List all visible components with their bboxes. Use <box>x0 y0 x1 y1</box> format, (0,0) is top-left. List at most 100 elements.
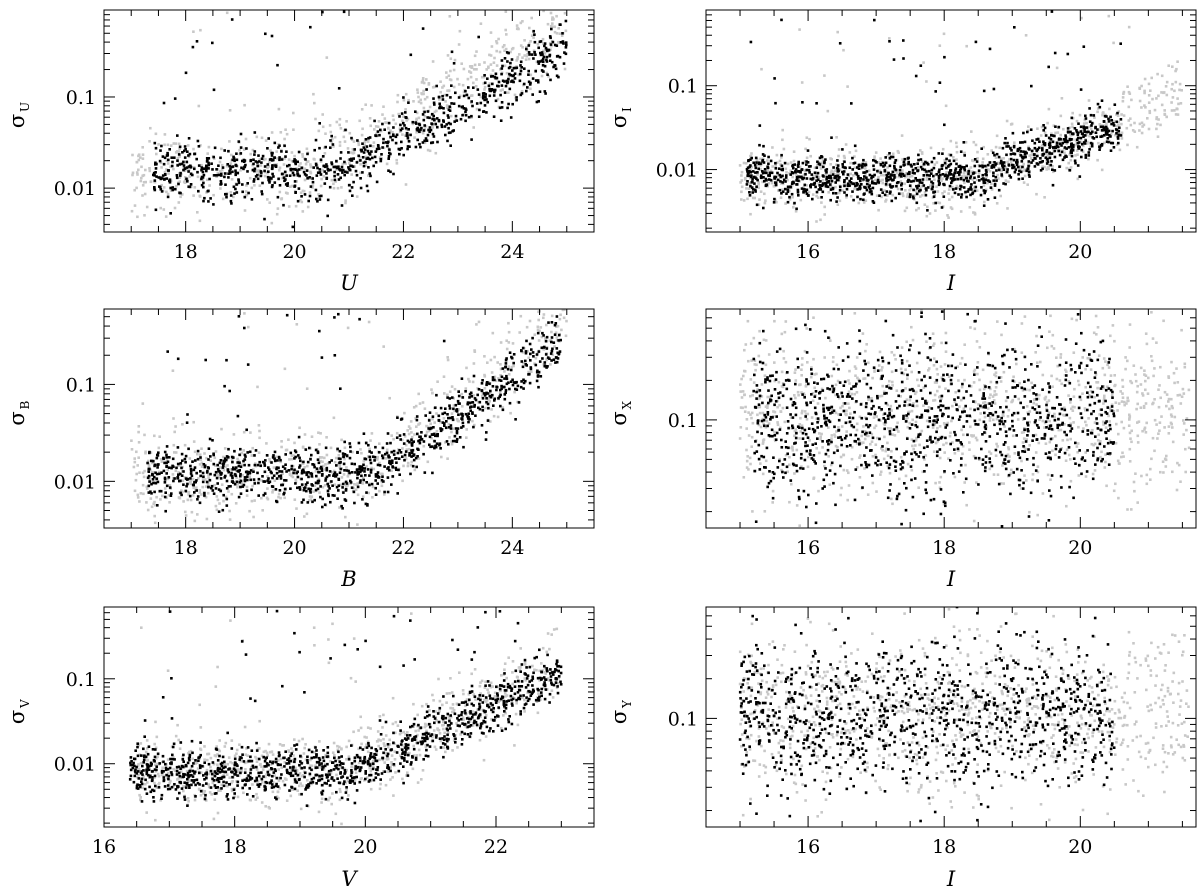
data-point <box>147 459 150 463</box>
data-point <box>764 177 768 181</box>
data-point <box>427 128 430 132</box>
data-point <box>797 160 800 164</box>
data-point <box>461 396 464 399</box>
data-point <box>433 421 436 424</box>
data-point <box>934 90 937 93</box>
data-point <box>365 148 368 152</box>
data-point <box>418 422 422 425</box>
data-point <box>446 114 450 117</box>
data-point <box>535 100 539 104</box>
data-point <box>359 159 362 162</box>
data-point <box>173 97 177 100</box>
data-point <box>137 168 140 172</box>
data-point <box>249 469 253 472</box>
data-point <box>330 161 333 164</box>
data-point <box>1171 65 1174 68</box>
data-point <box>771 146 774 149</box>
data-point <box>232 466 235 469</box>
data-point <box>888 175 892 178</box>
data-point <box>1053 155 1057 159</box>
data-point <box>903 174 906 177</box>
data-point <box>392 172 395 176</box>
data-point <box>397 112 400 116</box>
data-point <box>905 206 909 210</box>
data-point <box>347 183 351 187</box>
data-point <box>272 454 275 457</box>
data-point <box>564 46 568 49</box>
data-point <box>284 155 287 158</box>
data-point <box>344 484 348 487</box>
data-point <box>535 60 539 64</box>
data-point <box>202 167 206 171</box>
data-point <box>187 170 190 173</box>
data-point <box>1120 113 1123 116</box>
data-point <box>1067 146 1071 149</box>
data-point <box>239 146 243 149</box>
data-point <box>746 174 749 178</box>
data-point <box>551 347 554 351</box>
data-point <box>200 183 204 187</box>
data-point <box>786 188 790 191</box>
data-point <box>419 101 423 105</box>
data-point <box>451 439 455 443</box>
data-point <box>387 157 390 160</box>
data-point <box>1089 145 1092 149</box>
data-point <box>212 203 215 206</box>
data-point <box>970 183 973 186</box>
data-point <box>1110 122 1113 126</box>
data-point <box>368 447 371 451</box>
data-point <box>423 471 427 474</box>
data-point <box>242 167 245 171</box>
data-point <box>404 183 408 186</box>
data-point <box>965 176 968 180</box>
data-point <box>508 87 512 91</box>
data-point <box>557 41 560 44</box>
data-point <box>152 459 155 463</box>
data-point <box>405 128 409 132</box>
data-point <box>541 357 544 360</box>
data-point <box>283 144 286 148</box>
data-point <box>309 25 312 29</box>
data-point <box>361 156 365 159</box>
data-point <box>960 196 963 199</box>
data-point <box>146 508 150 512</box>
data-point <box>540 335 544 339</box>
data-point <box>143 433 146 437</box>
data-point <box>538 329 541 333</box>
data-point <box>245 489 249 492</box>
data-point <box>1066 130 1070 133</box>
data-point <box>982 184 986 187</box>
data-point <box>440 125 444 129</box>
data-point <box>189 482 193 486</box>
data-point <box>751 188 755 191</box>
data-point <box>1099 135 1102 138</box>
data-point <box>342 135 346 139</box>
data-point <box>435 442 439 445</box>
data-point <box>196 513 199 516</box>
data-point <box>749 184 752 188</box>
data-point <box>236 457 239 461</box>
data-point <box>417 116 421 120</box>
data-point <box>856 166 859 169</box>
data-point <box>1075 149 1079 152</box>
data-point <box>445 104 449 107</box>
data-point <box>468 401 472 405</box>
data-point <box>748 182 752 185</box>
data-point <box>485 111 488 114</box>
data-point <box>290 457 293 461</box>
data-point <box>228 164 231 168</box>
data-point <box>819 167 823 170</box>
data-point <box>1088 148 1091 151</box>
data-point <box>352 157 355 160</box>
data-point <box>971 191 975 194</box>
data-point <box>539 60 542 63</box>
data-point <box>239 169 242 172</box>
data-point <box>181 490 184 494</box>
data-point <box>889 190 892 194</box>
data-point <box>482 392 486 395</box>
data-point <box>422 81 426 85</box>
data-point <box>901 194 905 198</box>
data-point <box>816 196 820 199</box>
data-point <box>1165 93 1169 97</box>
data-point <box>198 489 202 492</box>
